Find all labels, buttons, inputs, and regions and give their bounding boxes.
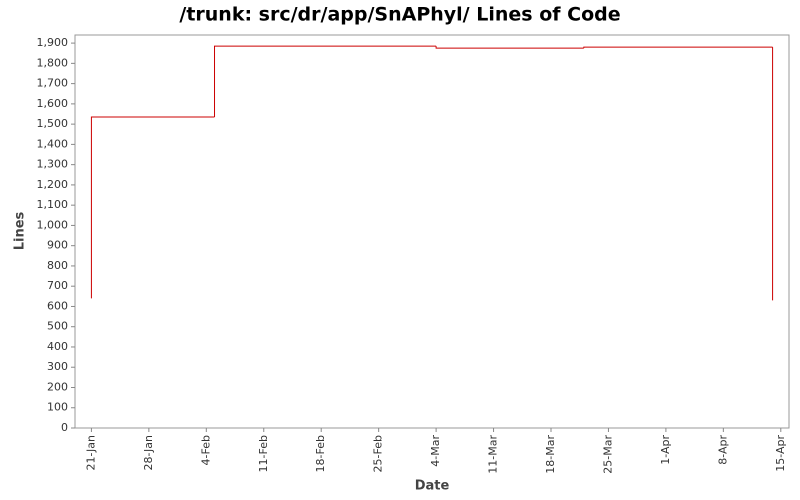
x-tick-label: 18-Feb	[314, 435, 327, 472]
line-step	[214, 45, 437, 118]
y-tick-label: 900	[47, 239, 68, 252]
line-step	[583, 46, 773, 49]
y-tick-label: 1,100	[37, 198, 69, 211]
x-tick-label: 4-Mar	[429, 435, 442, 467]
plot-area	[74, 34, 790, 429]
y-tick-label: 1,500	[37, 117, 69, 130]
y-tick-label: 0	[61, 421, 68, 434]
x-tick-label: 8-Apr	[716, 435, 729, 465]
y-tick-label: 700	[47, 279, 68, 292]
x-tick-label: 4-Feb	[199, 435, 212, 465]
y-tick-label: 500	[47, 320, 68, 333]
chart-title: /trunk: src/dr/app/SnAPhyl/ Lines of Cod…	[179, 4, 620, 26]
x-tick-label: 1-Apr	[659, 435, 672, 465]
y-tick-label: 600	[47, 299, 68, 312]
line-step	[435, 46, 584, 49]
x-tick-label: 18-Mar	[544, 435, 557, 474]
x-tick-label: 21-Jan	[84, 435, 97, 471]
x-tick-label: 28-Jan	[142, 435, 155, 471]
y-tick-label: 1,600	[37, 97, 69, 110]
x-tick-label: 25-Mar	[601, 435, 614, 474]
y-tick-label: 1,200	[37, 178, 69, 191]
y-tick-label: 1,400	[37, 137, 69, 150]
x-tick-label: 11-Mar	[487, 435, 500, 474]
y-tick-label: 800	[47, 259, 68, 272]
y-tick-label: 400	[47, 340, 68, 353]
y-tick-label: 1,700	[37, 77, 69, 90]
line-step	[90, 116, 215, 299]
y-tick-label: 300	[47, 360, 68, 373]
y-tick-label: 200	[47, 380, 68, 393]
x-axis-title: Date	[415, 479, 450, 494]
y-tick-label: 1,900	[37, 36, 69, 49]
y-tick-label: 100	[47, 401, 68, 414]
y-tick-label: 1,000	[37, 218, 69, 231]
x-tick-label: 25-Feb	[372, 435, 385, 472]
y-tick-label: 1,800	[37, 56, 69, 69]
x-tick-label: 11-Feb	[257, 435, 270, 472]
y-axis-title: Lines	[13, 211, 28, 250]
x-tick-label: 15-Apr	[774, 435, 787, 472]
y-tick-label: 1,300	[37, 158, 69, 171]
